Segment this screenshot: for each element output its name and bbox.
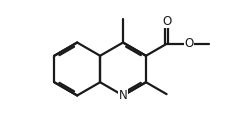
Text: O: O: [162, 15, 171, 28]
Text: N: N: [119, 89, 128, 102]
Text: O: O: [184, 37, 194, 50]
